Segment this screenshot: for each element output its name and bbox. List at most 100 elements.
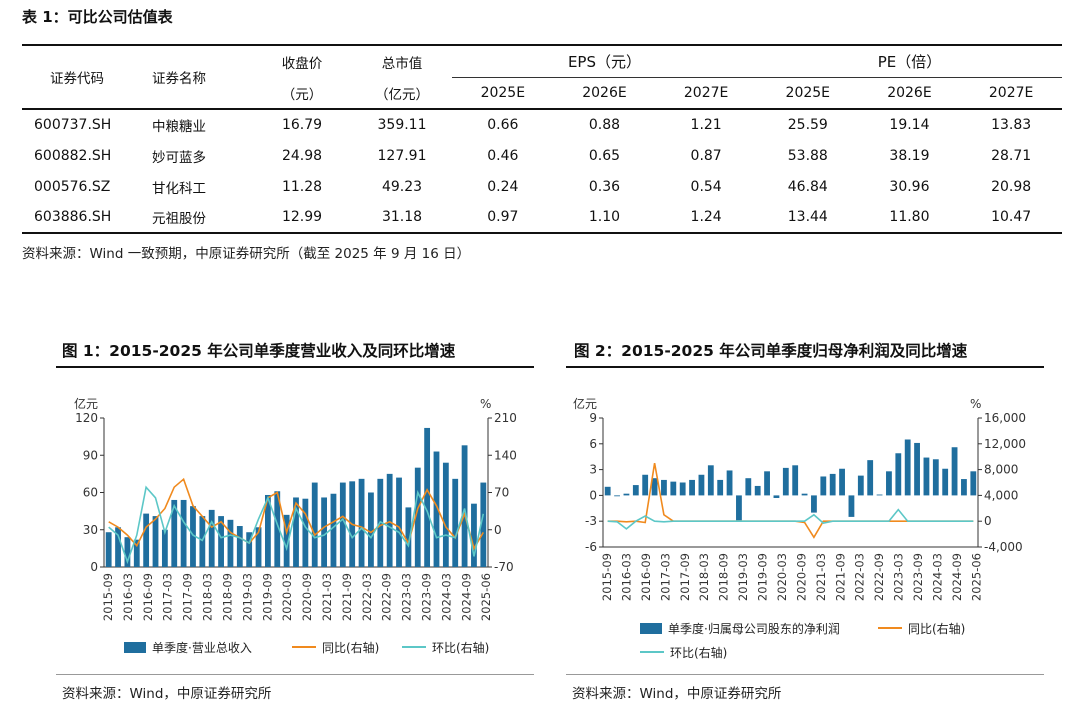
row-name: 元祖股份 (152, 211, 206, 227)
row-eps: 0.46 (487, 147, 519, 164)
revenue-bar (208, 509, 215, 567)
row-eps: 0.88 (588, 117, 621, 133)
right-tick-label: 140 (494, 448, 517, 462)
row-eps: 0.87 (690, 147, 722, 164)
x-tick-label: 2019-03 (240, 573, 254, 621)
revenue-bar (358, 478, 365, 567)
revenue-bar (923, 457, 930, 496)
revenue-bar (829, 473, 836, 496)
x-tick-label: 2023-03 (400, 573, 414, 621)
right-tick-label: 4,000 (984, 488, 1018, 502)
row-mktcap: 127.91 (377, 147, 427, 164)
row-code: 603886.SH (34, 209, 112, 225)
revenue-bar (811, 495, 817, 513)
row-code: 600737.SH (34, 117, 112, 133)
revenue-bar (764, 471, 770, 496)
x-tick-label: 2023-03 (892, 553, 906, 601)
row-eps: 0.66 (487, 117, 519, 133)
revenue-bar (180, 499, 187, 567)
x-tick-label: 2018-03 (697, 553, 711, 601)
revenue-bar (970, 471, 977, 496)
x-tick-label: 2024-03 (931, 553, 945, 601)
revenue-bar (236, 526, 243, 567)
row-close: 16.79 (281, 117, 323, 133)
revenue-bar (480, 482, 487, 567)
left-tick-label: 60 (83, 486, 98, 500)
row-pe: 11.80 (889, 209, 930, 225)
revenue-bar (857, 475, 864, 496)
revenue-bar (726, 470, 733, 496)
header-year: 2027E (988, 84, 1034, 101)
revenue-bar (433, 451, 440, 567)
revenue-bar (642, 474, 649, 496)
row-eps: 1.24 (690, 209, 722, 225)
legend-bar-swatch (124, 642, 146, 653)
revenue-bar (745, 478, 752, 496)
x-tick-label: 2018-03 (201, 573, 215, 621)
x-tick-label: 2019-09 (756, 553, 770, 601)
header-mktcap: 总市值 (381, 55, 423, 72)
header-close-unit: （元） (281, 86, 323, 103)
row-pe: 46.84 (787, 178, 828, 195)
row-pe: 13.44 (787, 209, 828, 225)
revenue-bar (670, 481, 677, 496)
x-tick-label: 2022-03 (853, 553, 867, 601)
right-tick-label: 70 (494, 486, 509, 500)
header-year: 2025E (480, 84, 526, 101)
row-pe: 28.71 (991, 147, 1032, 164)
revenue-bar (942, 468, 949, 496)
x-tick-label: 2025-06 (969, 553, 983, 601)
row-pe: 25.59 (787, 117, 828, 133)
revenue-bar (124, 537, 131, 567)
revenue-bar (689, 479, 695, 496)
x-tick-label: 2024-09 (459, 573, 473, 621)
x-tick-label: 2024-09 (950, 553, 964, 601)
header-name: 证券名称 (152, 71, 206, 87)
row-eps: 0.36 (588, 178, 621, 195)
x-tick-label: 2015-09 (101, 573, 115, 621)
revenue-bar (651, 478, 658, 496)
revenue-bar (424, 427, 431, 567)
left-tick-label: -6 (585, 540, 597, 554)
row-close: 11.28 (281, 178, 323, 195)
revenue-bar (914, 442, 920, 496)
row-close: 24.98 (281, 147, 323, 164)
x-tick-label: 2018-09 (220, 573, 234, 621)
chart1-bottom-rule (56, 674, 534, 675)
revenue-bar (274, 491, 281, 567)
revenue-bar (171, 499, 178, 567)
x-tick-label: 2015-09 (600, 553, 614, 601)
x-tick-label: 2022-09 (380, 573, 394, 621)
row-eps: 0.97 (487, 209, 519, 225)
chart2-source: 资料来源：Wind，中原证券研究所 (572, 686, 782, 702)
revenue-bar (461, 445, 468, 567)
left-tick-label: 6 (589, 437, 597, 451)
x-tick-label: 2021-03 (814, 553, 828, 601)
revenue-bar (848, 495, 855, 517)
revenue-bar (604, 486, 611, 496)
revenue-bar (414, 467, 421, 567)
chart1-revenue: 亿元 % 0 30 60 90 120 -70 0 70 140 210 2015-09 2016-03 2… (74, 396, 517, 655)
revenue-bar (792, 465, 799, 496)
left-tick-label: 90 (83, 448, 98, 462)
revenue-bar (133, 539, 140, 567)
x-tick-label: 2017-03 (161, 573, 175, 621)
revenue-bar (801, 493, 808, 496)
revenue-bar (623, 493, 630, 496)
row-pe: 30.96 (889, 178, 930, 195)
revenue-bar (105, 532, 112, 567)
row-name: 甘化科工 (152, 180, 206, 197)
left-tick-label: 0 (589, 488, 597, 502)
x-tick-label: 2017-09 (181, 573, 195, 621)
header-year: 2026E (582, 84, 627, 101)
header-close: 收盘价 (281, 55, 323, 72)
row-code: 000576.SZ (34, 178, 111, 195)
chart1-title: 图 1：2015-2025 年公司单季度营业收入及同环比增速 (62, 342, 456, 360)
revenue-bar (339, 482, 346, 567)
qoq-line (108, 485, 485, 565)
right-axis-unit: % (480, 397, 491, 411)
revenue-bar (661, 479, 667, 496)
revenue-bar (321, 497, 328, 567)
row-mktcap: 359.11 (377, 117, 427, 133)
legend-yoy-label: 同比(右轴) (908, 621, 965, 636)
